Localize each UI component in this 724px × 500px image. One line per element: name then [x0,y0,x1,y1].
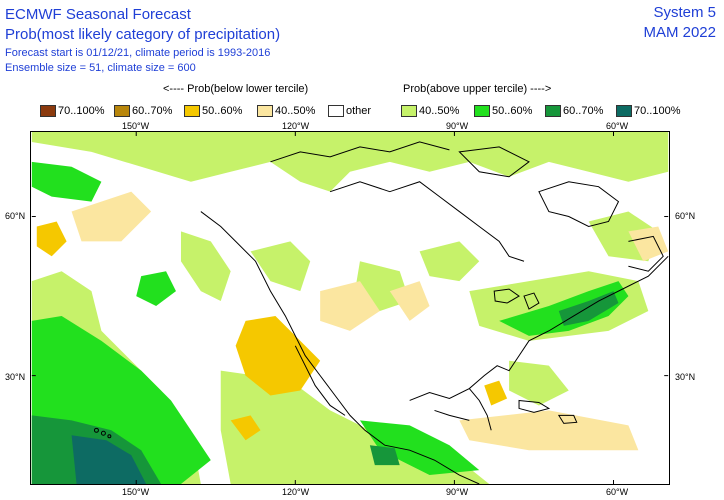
lat-tick-label: 30°N [5,372,26,382]
legend-label: 50..60% [202,105,243,117]
lon-tick-label: 150°W [122,121,150,131]
system-label: System 5 [653,4,716,21]
legend-swatch [545,105,561,117]
legend-item-below-40-50: 40..50% [257,103,315,119]
legend-label: 70..100% [58,105,105,117]
below-40-50-regions [71,191,669,451]
lon-tick-label: 60°W [606,487,629,497]
legend-item-above-60-70: 60..70% [545,103,603,119]
lon-tick-label: 120°W [282,121,310,131]
lakes-islands [93,288,578,439]
legend-swatch [257,105,273,117]
lon-tick-label: 90°W [446,487,469,497]
lat-tick-label: 60°N [5,211,26,221]
legend-label: 50..60% [492,105,533,117]
lat-tick-label: 30°N [675,372,696,382]
legend-swatch [114,105,130,117]
probability-map [30,131,670,485]
legend-swatch [401,105,417,117]
legend-swatch [616,105,632,117]
chart-subtitle: Prob(most likely category of precipitati… [5,26,281,43]
legend-label: 60..70% [563,105,604,117]
forecast-start-text: Forecast start is 01/12/21, climate peri… [5,47,271,59]
above-70-100-regions [71,435,147,484]
legend-item-below-50-60: 50..60% [184,103,242,119]
legend-item-above-40-50: 40..50% [401,103,459,119]
legend-label: 40..50% [275,105,316,117]
legend-label: 40..50% [419,105,460,117]
legend-item-above-70-100: 70..100% [616,103,680,119]
legend-item-above-50-60: 50..60% [474,103,532,119]
lon-tick-label: 120°W [282,487,310,497]
legend-below-header: <---- Prob(below lower tercile) [163,83,309,95]
legend-swatch [184,105,200,117]
legend-label: 70..100% [634,105,681,117]
season-label: MAM 2022 [643,24,716,41]
legend-label: other [346,105,372,117]
lat-tick-label: 60°N [675,211,696,221]
legend-item-below-60-70: 60..70% [114,103,172,119]
lon-tick-label: 60°W [606,121,629,131]
legend: 70..100% 60..70% 50..60% 40..50% other 4… [0,103,724,119]
legend-above-header: Prob(above upper tercile) ----> [403,83,552,95]
graticule-ticks [31,132,669,484]
coastlines [200,141,669,484]
ensemble-size-text: Ensemble size = 51, climate size = 600 [5,62,196,74]
legend-item-below-70-100: 70..100% [40,103,104,119]
legend-item-other: other [328,103,371,119]
legend-swatch [40,105,56,117]
legend-swatch [328,105,344,117]
lon-tick-label: 90°W [446,121,469,131]
legend-swatch [474,105,490,117]
below-50-60-regions [36,221,508,441]
lon-tick-label: 150°W [122,487,150,497]
legend-label: 60..70% [132,105,173,117]
chart-title: ECMWF Seasonal Forecast [5,6,191,23]
